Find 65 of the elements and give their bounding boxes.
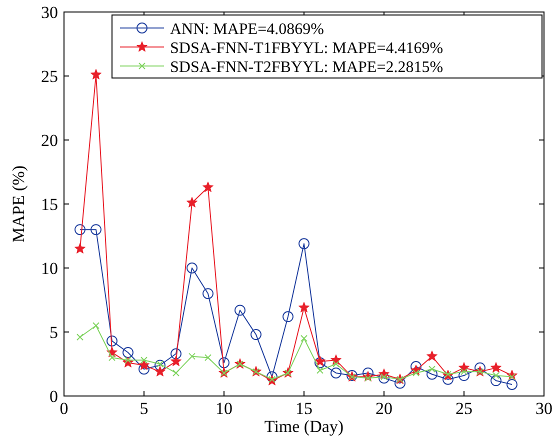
x-tick-label: 25 xyxy=(456,399,472,418)
x-tick-label: 10 xyxy=(216,399,232,418)
point xyxy=(170,356,182,366)
y-tick-label: 25 xyxy=(41,67,58,86)
point xyxy=(172,369,180,376)
point xyxy=(330,367,342,378)
point xyxy=(202,288,214,300)
point xyxy=(170,348,182,360)
point xyxy=(266,371,278,382)
point xyxy=(442,374,454,385)
point xyxy=(234,304,246,316)
point xyxy=(332,360,340,368)
point xyxy=(202,182,214,192)
point xyxy=(186,262,198,274)
point xyxy=(154,366,166,376)
point xyxy=(490,362,502,373)
point xyxy=(122,346,134,358)
point xyxy=(74,224,86,236)
point xyxy=(76,334,84,341)
point xyxy=(90,224,102,236)
point xyxy=(204,354,212,362)
point xyxy=(154,360,166,371)
point xyxy=(218,357,230,368)
point xyxy=(138,360,150,370)
point xyxy=(140,356,148,364)
point xyxy=(506,378,518,390)
y-tick-label: 0 xyxy=(50,387,58,406)
y-tick-label: 15 xyxy=(41,195,58,214)
point xyxy=(316,366,324,374)
point xyxy=(492,372,500,380)
point xyxy=(74,243,86,254)
x-tick-label: 15 xyxy=(296,399,312,418)
legend-label: SDSA-FNN-T2FBYYL: MAPE=2.2815% xyxy=(170,59,444,76)
point xyxy=(282,311,294,322)
point xyxy=(186,196,198,208)
x-axis-title: Time (Day) xyxy=(264,417,344,436)
y-tick-label: 5 xyxy=(50,323,58,342)
point xyxy=(300,334,308,342)
point xyxy=(474,362,486,374)
point xyxy=(394,378,406,389)
point xyxy=(250,329,262,340)
y-axis-title: MAPE (%) xyxy=(9,166,28,242)
point xyxy=(188,352,196,360)
point xyxy=(92,322,100,330)
point xyxy=(138,364,150,375)
point xyxy=(458,370,470,382)
x-tick-label: 5 xyxy=(140,399,148,418)
point xyxy=(90,68,102,80)
point xyxy=(426,350,438,362)
point xyxy=(106,335,118,346)
y-tick-label: 20 xyxy=(41,131,58,150)
point xyxy=(410,361,422,372)
y-tick-label: 10 xyxy=(41,259,58,278)
point xyxy=(108,354,116,362)
y-tick-label: 30 xyxy=(41,3,58,22)
point xyxy=(490,375,502,386)
point xyxy=(298,302,310,312)
x-tick-label: 20 xyxy=(376,399,392,418)
point xyxy=(378,372,390,384)
x-tick-label: 30 xyxy=(536,399,552,418)
point xyxy=(298,238,310,250)
point xyxy=(428,366,436,373)
legend-label: SDSA-FNN-T1FBYYL: MAPE=4.4169% xyxy=(170,40,444,57)
point xyxy=(426,368,438,380)
legend-label: ANN: MAPE=4.0869% xyxy=(170,21,324,38)
